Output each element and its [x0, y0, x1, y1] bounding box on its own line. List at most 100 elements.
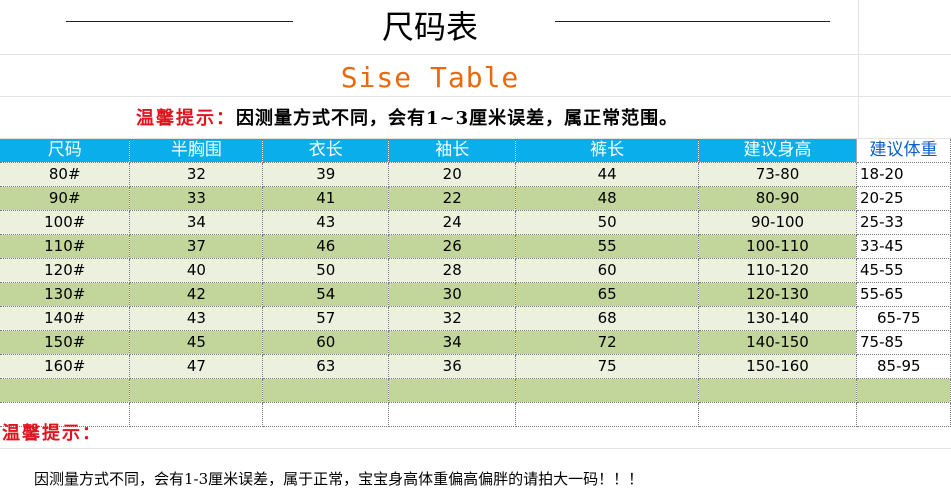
table-cell: 55	[515, 234, 700, 259]
table-cell: 90-100	[698, 210, 857, 235]
table-cell: 47	[129, 354, 264, 379]
table-cell: 55-65	[856, 282, 951, 307]
table-row: 100# 34 43 24 50 90-100 25-33	[0, 210, 951, 235]
table-cell: 160#	[0, 354, 131, 379]
table-cell: 73-80	[698, 162, 857, 187]
table-cell: 85-95	[856, 354, 951, 379]
table-cell: 34	[388, 330, 517, 355]
table-cell: 65-75	[856, 306, 951, 331]
table-cell: 120-130	[698, 282, 857, 307]
header-weight: 建议体重	[855, 139, 951, 163]
table-cell: 36	[388, 354, 517, 379]
table-cell: 22	[388, 186, 517, 211]
table-cell: 39	[262, 162, 390, 187]
bottom-hint-text: 因测量方式不同，会有1-3厘米误差，属于正常，宝宝身高体重偏高偏胖的请拍大一码！…	[34, 470, 644, 488]
table-cell	[515, 402, 700, 427]
title-rule-right	[555, 21, 830, 22]
table-cell: 50	[262, 258, 390, 283]
table-cell	[856, 402, 951, 427]
grid-line	[858, 0, 859, 138]
header-length: 衣长	[262, 139, 390, 163]
table-row-empty	[0, 402, 951, 427]
table-cell: 60	[515, 258, 700, 283]
table-cell: 150-160	[698, 354, 857, 379]
bottom-hint-label: 温馨提示：	[2, 423, 102, 444]
table-cell	[262, 378, 390, 403]
hint-label: 温馨提示：	[136, 108, 236, 129]
table-header-row: 尺码 半胸围 衣长 袖长 裤长 建议身高 建议体重	[0, 139, 951, 163]
table-cell: 45	[129, 330, 264, 355]
page-title: 尺码表	[381, 8, 478, 46]
header-height: 建议身高	[698, 139, 857, 163]
table-cell: 41	[262, 186, 390, 211]
table-cell: 50	[515, 210, 700, 235]
table-cell: 65	[515, 282, 700, 307]
table-cell: 75-85	[856, 330, 951, 355]
table-cell: 18-20	[856, 162, 951, 187]
table-cell: 45-55	[856, 258, 951, 283]
table-cell: 63	[262, 354, 390, 379]
table-cell: 150#	[0, 330, 131, 355]
page-subtitle: Sise Table	[340, 61, 520, 94]
table-cell: 33	[129, 186, 264, 211]
table-cell: 20-25	[856, 186, 951, 211]
table-cell: 33-45	[856, 234, 951, 259]
grid-line	[0, 448, 951, 449]
table-cell: 54	[262, 282, 390, 307]
table-cell: 46	[262, 234, 390, 259]
grid-line	[0, 138, 951, 139]
table-cell: 80-90	[698, 186, 857, 211]
table-row-empty	[0, 378, 951, 403]
header-sleeve: 袖长	[388, 139, 517, 163]
table-cell: 25-33	[856, 210, 951, 235]
table-cell: 68	[515, 306, 700, 331]
table-cell: 57	[262, 306, 390, 331]
table-cell: 43	[262, 210, 390, 235]
table-cell: 24	[388, 210, 517, 235]
table-cell: 140#	[0, 306, 131, 331]
table-cell: 110-120	[698, 258, 857, 283]
table-cell: 60	[262, 330, 390, 355]
table-cell	[388, 378, 517, 403]
table-row: 160# 47 63 36 75 150-160 85-95	[0, 354, 951, 379]
table-cell: 130#	[0, 282, 131, 307]
table-cell: 130-140	[698, 306, 857, 331]
table-row: 90# 33 41 22 48 80-90 20-25	[0, 186, 951, 211]
table-cell	[515, 378, 700, 403]
table-row: 110# 37 46 26 55 100-110 33-45	[0, 234, 951, 259]
table-cell: 44	[515, 162, 700, 187]
table-cell: 90#	[0, 186, 131, 211]
table-cell: 100-110	[698, 234, 857, 259]
table-cell: 30	[388, 282, 517, 307]
table-cell	[388, 402, 517, 427]
table-cell: 42	[129, 282, 264, 307]
table-cell: 37	[129, 234, 264, 259]
table-row: 140# 43 57 32 68 130-140 65-75	[0, 306, 951, 331]
table-cell: 43	[129, 306, 264, 331]
table-row: 150# 45 60 34 72 140-150 75-85	[0, 330, 951, 355]
table-cell	[262, 402, 390, 427]
table-cell: 32	[388, 306, 517, 331]
hint-line: 温馨提示：因测量方式不同，会有1~3厘米误差，属正常范围。	[136, 104, 678, 134]
table-cell: 34	[129, 210, 264, 235]
hint-text: 因测量方式不同，会有1~3厘米误差，属正常范围。	[236, 108, 679, 129]
title-row: 尺码表	[0, 0, 951, 54]
table-row: 80# 32 39 20 44 73-80 18-20	[0, 162, 951, 187]
table-cell: 80#	[0, 162, 131, 187]
grid-line	[0, 96, 951, 97]
table-cell	[129, 402, 264, 427]
table-cell	[0, 378, 131, 403]
table-cell	[0, 402, 131, 427]
table-cell: 110#	[0, 234, 131, 259]
table-cell: 100#	[0, 210, 131, 235]
title-rule-left	[66, 21, 293, 22]
table-cell	[129, 378, 264, 403]
table-cell	[698, 402, 857, 427]
table-cell: 75	[515, 354, 700, 379]
table-cell	[856, 378, 951, 403]
table-cell: 20	[388, 162, 517, 187]
table-cell	[698, 378, 857, 403]
table-cell: 28	[388, 258, 517, 283]
table-cell: 48	[515, 186, 700, 211]
table-cell: 32	[129, 162, 264, 187]
